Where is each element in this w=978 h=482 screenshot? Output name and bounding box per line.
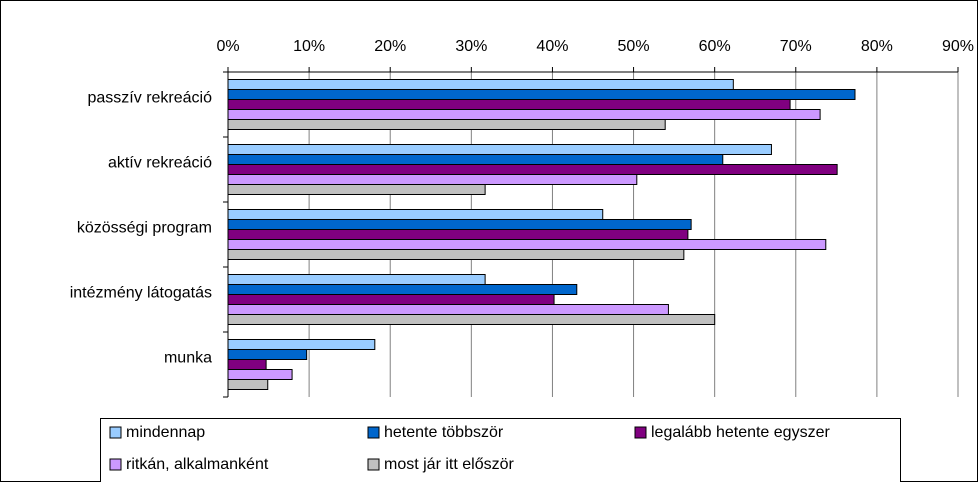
- y-tick-label: munka: [164, 350, 212, 367]
- bar: [227, 249, 685, 260]
- bar: [227, 144, 772, 155]
- bar: [227, 239, 827, 250]
- x-tick-label: 70%: [780, 38, 812, 55]
- x-tick-label: 90%: [942, 38, 974, 55]
- bar: [227, 109, 821, 120]
- x-tick-label: 10%: [293, 38, 325, 55]
- x-tick-label: 80%: [861, 38, 893, 55]
- y-tick-label: aktív rekreáció: [108, 155, 212, 172]
- bar: [227, 79, 734, 90]
- y-tick-label: passzív rekreáció: [88, 90, 213, 107]
- bar: [227, 339, 376, 350]
- bar: [227, 349, 308, 360]
- legend-label: most jár itt először: [384, 456, 514, 473]
- bar: [227, 274, 486, 285]
- bar: [227, 89, 856, 100]
- legend-label: ritkán, alkalmanként: [126, 456, 269, 473]
- x-tick-label: 60%: [699, 38, 731, 55]
- bar: [227, 379, 269, 390]
- bar: [227, 294, 555, 305]
- legend-label: hetente többször: [384, 424, 504, 441]
- bar: [227, 209, 604, 220]
- x-tick-label: 40%: [536, 38, 568, 55]
- bar: [227, 174, 638, 185]
- x-tick-label: 30%: [455, 38, 487, 55]
- legend-box: [100, 418, 901, 482]
- bar: [227, 154, 724, 165]
- legend-swatch: [109, 426, 122, 439]
- legend-swatch: [634, 426, 647, 439]
- bar: [227, 219, 692, 230]
- bar: [227, 284, 578, 295]
- x-tick-label: 0%: [216, 38, 239, 55]
- legend-label: mindennap: [126, 424, 205, 441]
- bar: [227, 229, 689, 240]
- legend-swatch: [109, 458, 122, 471]
- bar: [227, 359, 267, 370]
- bar: [227, 99, 791, 110]
- x-tick-label: 50%: [618, 38, 650, 55]
- x-tick-label: 20%: [374, 38, 406, 55]
- bar: [227, 304, 669, 315]
- legend-label: legalább hetente egyszer: [651, 424, 830, 441]
- bar: [227, 164, 838, 175]
- bar: [227, 184, 486, 195]
- y-tick-label: közösségi program: [77, 220, 212, 237]
- bar: [227, 119, 666, 130]
- legend-swatch: [367, 458, 380, 471]
- legend-swatch: [367, 426, 380, 439]
- y-tick-label: intézmény látogatás: [70, 285, 212, 302]
- bar: [227, 314, 716, 325]
- bar: [227, 369, 293, 380]
